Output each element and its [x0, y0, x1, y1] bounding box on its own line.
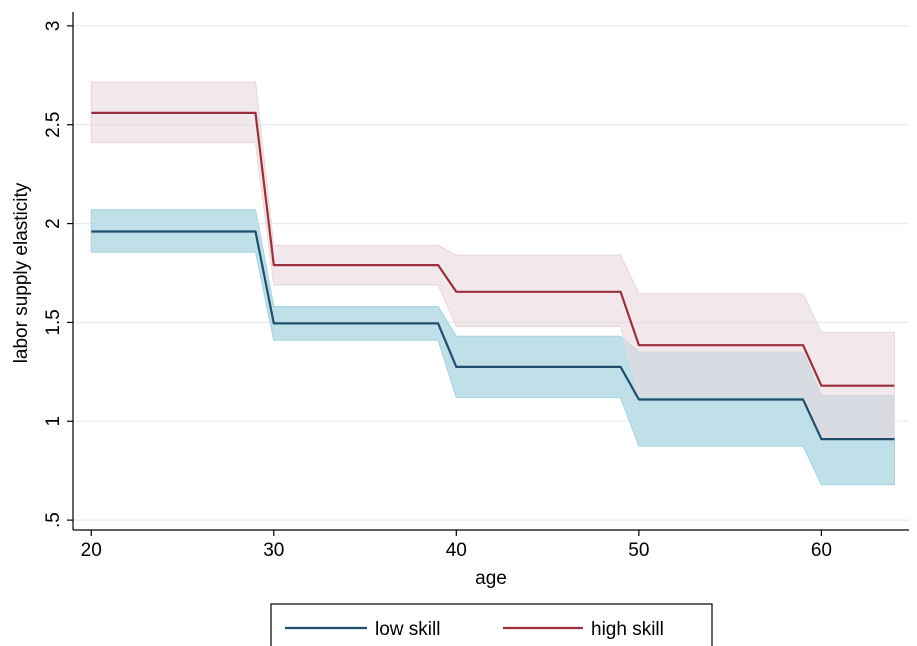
axes: .5 1 1.5 2 2.5 3 20 30 40 50 60 [43, 12, 909, 561]
x-tick-label-0: 20 [81, 540, 102, 561]
x-tick-label-2: 40 [446, 540, 467, 561]
y-tick-label-0: .5 [43, 512, 64, 528]
y-tick-label-2: 1.5 [43, 309, 64, 335]
y-tick-label-5: 3 [43, 21, 64, 32]
legend-label-low-skill: low skill [375, 619, 440, 640]
x-tick-label-1: 30 [263, 540, 284, 561]
legend-label-high-skill: high skill [591, 619, 664, 640]
y-tick-label-3: 2 [43, 218, 64, 229]
confidence-bands [90, 81, 896, 486]
legend: low skill high skill [270, 603, 713, 646]
band-low-skill [90, 209, 896, 486]
y-axis-title: labor supply elasticity [11, 182, 32, 363]
legend-box [270, 603, 713, 646]
line-high-skill [91, 111, 895, 387]
x-tick-label-3: 50 [628, 540, 649, 561]
y-tick-label-4: 2.5 [43, 112, 64, 138]
series-lines [91, 111, 895, 441]
band-high-skill [90, 81, 896, 438]
x-tick-label-4: 60 [811, 540, 832, 561]
line-low-skill [91, 230, 895, 441]
y-tick-label-1: 1 [43, 416, 64, 427]
x-axis-title: age [475, 568, 507, 589]
